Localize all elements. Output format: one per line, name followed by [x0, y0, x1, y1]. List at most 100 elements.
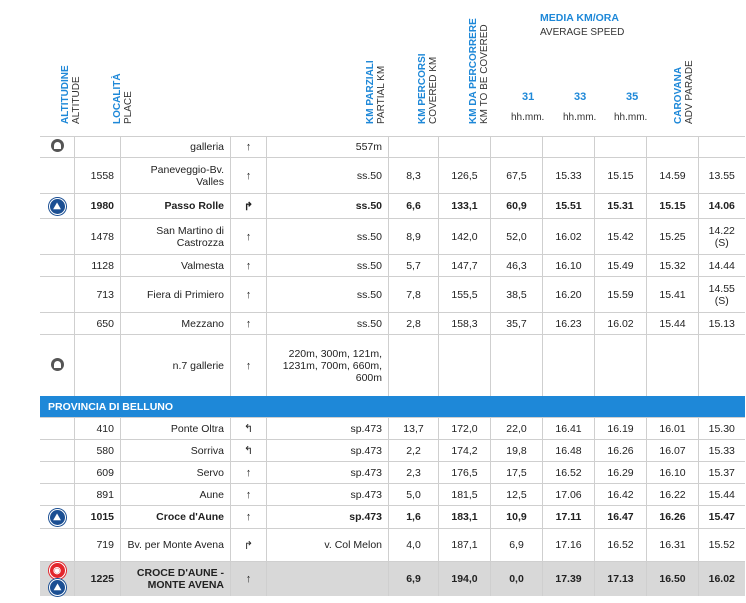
table-row: galleria ↑ 557m	[40, 136, 745, 158]
direction-cell: ↱	[230, 528, 267, 562]
icon-cell	[40, 218, 75, 255]
remaining-km-cell: 60,9	[490, 193, 543, 219]
table-row: 1128 Valmesta ↑ ss.50 5,7 147,7 46,3 16.10 15.49…	[40, 254, 745, 277]
time-33-cell: 16.52	[594, 528, 647, 562]
speed-31-label: 31	[522, 91, 535, 103]
road-cell: ss.50	[266, 157, 389, 194]
time-31-cell: 16.41	[542, 417, 595, 440]
time-35-cell: 14.59	[646, 157, 699, 194]
direction-cell: ↑	[230, 254, 267, 277]
partial-km-cell	[388, 136, 439, 158]
route-table-body: galleria ↑ 557m 1558 Paneveggio-Bv. Valles ↑ s…	[40, 136, 745, 596]
icon-cell	[40, 254, 75, 277]
time-33-cell: 15.42	[594, 218, 647, 255]
time-35-cell: 16.10	[646, 461, 699, 484]
time-35-cell: 15.44	[646, 312, 699, 335]
road-cell: 220m, 300m, 121m, 1231m, 700m, 660m, 600…	[266, 334, 389, 396]
remaining-km-cell: 6,9	[490, 528, 543, 562]
time-31-cell	[542, 136, 595, 158]
time-33-cell	[594, 136, 647, 158]
place-cell: Ponte Oltra	[120, 417, 231, 440]
table-row: ⛰ 1980 Passo Rolle ↱ ss.50 6,6 133,1 60,9 15.51 1…	[40, 193, 745, 219]
time-35-cell: 16.31	[646, 528, 699, 562]
icon-cell	[40, 528, 75, 562]
caravan-time-cell: 13.55	[698, 157, 745, 194]
time-35-cell: 16.22	[646, 483, 699, 506]
covered-km-cell	[438, 136, 491, 158]
altitude-cell: 1980	[74, 193, 121, 219]
time-33-cell: 15.49	[594, 254, 647, 277]
direction-cell: ↑	[230, 157, 267, 194]
altitude-cell	[74, 136, 121, 158]
covered-km-cell: 181,5	[438, 483, 491, 506]
time-33-cell: 16.19	[594, 417, 647, 440]
altitude-cell: 719	[74, 528, 121, 562]
finish-flag-icon: ◉	[48, 562, 66, 579]
altitude-cell: 650	[74, 312, 121, 335]
partial-km-cell: 6,6	[388, 193, 439, 219]
remaining-km-cell: 17,5	[490, 461, 543, 484]
remaining-km-cell	[490, 334, 543, 396]
time-33-cell: 16.26	[594, 439, 647, 462]
time-33-cell: 17.13	[594, 561, 647, 596]
table-row: 650 Mezzano ↑ ss.50 2,8 158,3 35,7 16.23 16.02 15…	[40, 312, 745, 335]
time-35-cell	[646, 136, 699, 158]
direction-cell: ↑	[230, 276, 267, 313]
covered-km-cell: 126,5	[438, 157, 491, 194]
partial-km-cell: 4,0	[388, 528, 439, 562]
partial-km-cell: 7,8	[388, 276, 439, 313]
time-31-cell: 17.06	[542, 483, 595, 506]
time-33-cell: 15.59	[594, 276, 647, 313]
remaining-km-cell: 12,5	[490, 483, 543, 506]
caravan-time-cell: 15.30	[698, 417, 745, 440]
altitude-cell: 609	[74, 461, 121, 484]
remaining-km-cell: 38,5	[490, 276, 543, 313]
remaining-km-cell: 22,0	[490, 417, 543, 440]
covered-km-cell: 133,1	[438, 193, 491, 219]
tunnel-icon	[50, 139, 64, 152]
caravan-time-cell: 15.52	[698, 528, 745, 562]
road-cell: v. Col Melon	[266, 528, 389, 562]
altitude-cell: 1225	[74, 561, 121, 596]
road-cell: sp.473	[266, 439, 389, 462]
time-unit-33: hh.mm.	[563, 112, 597, 123]
icon-cell	[40, 157, 75, 194]
table-row: 891 Aune ↑ sp.473 5,0 181,5 12,5 17.06 16.42 16.2…	[40, 483, 745, 506]
partial-km-cell: 8,3	[388, 157, 439, 194]
caravan-time-cell: 15.47	[698, 505, 745, 529]
time-31-cell: 16.02	[542, 218, 595, 255]
icon-cell	[40, 439, 75, 462]
place-cell: Servo	[120, 461, 231, 484]
time-31-cell: 15.33	[542, 157, 595, 194]
place-cell: Bv. per Monte Avena	[120, 528, 231, 562]
place-cell: Valmesta	[120, 254, 231, 277]
altitude-cell: 1015	[74, 505, 121, 529]
direction-cell: ↑	[230, 561, 267, 596]
finish-row: ◉⛰ 1225 CROCE D'AUNE - MONTE AVENA ↑ 6,9 194,…	[40, 561, 745, 596]
icon-cell	[40, 417, 75, 440]
time-35-cell: 16.01	[646, 417, 699, 440]
road-cell: sp.473	[266, 483, 389, 506]
covered-km-cell: 158,3	[438, 312, 491, 335]
time-31-cell: 16.10	[542, 254, 595, 277]
partial-km-cell: 13,7	[388, 417, 439, 440]
caravan-time-cell: 15.33	[698, 439, 745, 462]
direction-cell: ↑	[230, 505, 267, 529]
covered-km-cell: 142,0	[438, 218, 491, 255]
covered-km-cell	[438, 334, 491, 396]
caravan-header: CAROVANA ADV PARADE	[673, 60, 695, 124]
icon-cell	[40, 483, 75, 506]
direction-cell: ↑	[230, 483, 267, 506]
section-title: PROVINCIA DI BELLUNO	[40, 396, 745, 418]
remaining-km-cell	[490, 136, 543, 158]
altitude-header: ALTITUDINE ALTITUDE	[60, 65, 82, 124]
table-row: 609 Servo ↑ sp.473 2,3 176,5 17,5 16.52 16.29 16.…	[40, 461, 745, 484]
table-row: n.7 gallerie ↑ 220m, 300m, 121m, 1231m, 70…	[40, 334, 745, 396]
covered-km-cell: 176,5	[438, 461, 491, 484]
remaining-km-cell: 10,9	[490, 505, 543, 529]
speed-35-label: 35	[626, 91, 639, 103]
table-row: 1558 Paneveggio-Bv. Valles ↑ ss.50 8,3 126,5 6…	[40, 157, 745, 194]
place-cell: CROCE D'AUNE - MONTE AVENA	[120, 561, 231, 596]
place-cell: Croce d'Aune	[120, 505, 231, 529]
section-header-row: PROVINCIA DI BELLUNO	[40, 396, 745, 418]
